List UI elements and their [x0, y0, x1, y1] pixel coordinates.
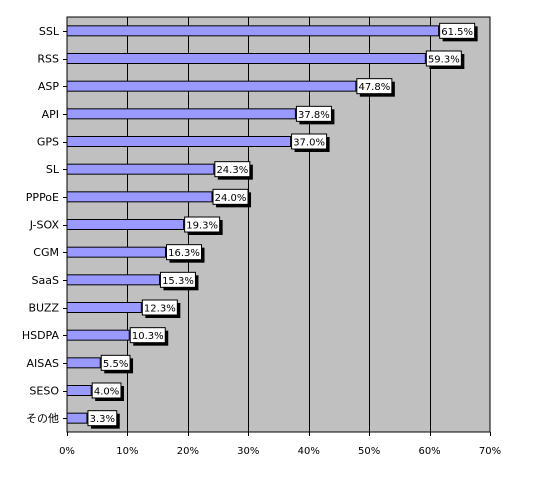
x-tick-label: 20%	[177, 446, 199, 457]
bar	[66, 274, 160, 286]
x-tick-label: 0%	[59, 446, 75, 457]
bar	[66, 53, 426, 64]
data-label: 15.3%	[162, 276, 194, 287]
x-tick-label: 10%	[116, 446, 138, 457]
data-label: 37.8%	[298, 110, 330, 121]
bar	[66, 385, 92, 396]
data-labels: 61.5% 59.3% 47.8% 37.8% 37.0% 24.3% 24.0% 19.3%…	[87, 22, 478, 429]
data-label: 3.3%	[90, 414, 115, 425]
data-label: 10.3%	[132, 331, 164, 342]
bar	[66, 136, 292, 147]
data-label-box	[291, 133, 328, 150]
category-label: CGM	[33, 246, 59, 259]
category-labels: SSL RSS ASP API GPS SL PPPoE J-SOX CGM SaaS BUZZ HS…	[22, 25, 67, 425]
data-label: 4.0%	[94, 387, 119, 398]
data-label: 12.3%	[144, 304, 176, 315]
bar	[66, 219, 185, 230]
data-label-box	[425, 50, 462, 67]
category-label: ASP	[38, 80, 60, 93]
data-label-box	[214, 161, 251, 178]
category-label: API	[42, 108, 59, 121]
bar	[66, 412, 88, 424]
category-label: PPPoE	[26, 191, 59, 204]
data-label-box	[212, 188, 249, 205]
bar	[66, 246, 166, 258]
data-label: 19.3%	[186, 221, 218, 232]
category-label: J-SOX	[29, 219, 60, 232]
data-label: 59.3%	[428, 55, 460, 66]
bars	[66, 25, 440, 424]
x-tick-label: 40%	[298, 446, 320, 457]
bar	[66, 163, 215, 175]
data-label-box	[165, 244, 202, 261]
data-label-box	[356, 78, 393, 95]
bar	[66, 357, 101, 369]
data-label-box	[100, 354, 131, 371]
category-label: HSDPA	[22, 329, 60, 342]
data-label: 47.8%	[358, 82, 390, 93]
x-tick-label: 60%	[418, 446, 440, 457]
category-label: SaaS	[32, 274, 59, 287]
bar	[66, 191, 213, 203]
bar	[66, 25, 440, 37]
data-label: 24.0%	[215, 193, 247, 204]
x-tick-label: 50%	[358, 446, 380, 457]
data-label-box	[129, 327, 166, 344]
category-label: GPS	[37, 136, 59, 149]
category-label: BUZZ	[29, 302, 60, 315]
data-label: 24.3%	[216, 165, 248, 176]
data-label: 16.3%	[168, 248, 200, 259]
data-label: 5.5%	[103, 359, 128, 370]
data-label: 61.5%	[441, 27, 473, 38]
category-label: SESO	[29, 385, 59, 398]
category-label: SL	[46, 163, 60, 176]
data-label-box	[439, 22, 476, 39]
data-label-box	[184, 216, 221, 233]
category-label: RSS	[37, 53, 59, 66]
x-tick-label: 70%	[479, 446, 501, 457]
data-label-box	[295, 105, 332, 122]
bar	[66, 329, 130, 341]
bar	[66, 80, 357, 92]
data-label-box	[87, 410, 118, 427]
x-axis-tick-labels: 0% 10% 20% 30% 40% 50% 60% 70%	[59, 446, 501, 457]
data-label-box	[91, 382, 122, 399]
data-label-box	[141, 299, 178, 316]
category-label: AISAS	[27, 357, 59, 370]
category-label: その他	[26, 412, 59, 425]
bar	[66, 108, 296, 120]
data-label: 37.0%	[293, 138, 325, 149]
data-label-box	[159, 271, 196, 288]
category-label: SSL	[39, 25, 60, 38]
x-tick-label: 30%	[237, 446, 259, 457]
bar	[66, 302, 142, 313]
